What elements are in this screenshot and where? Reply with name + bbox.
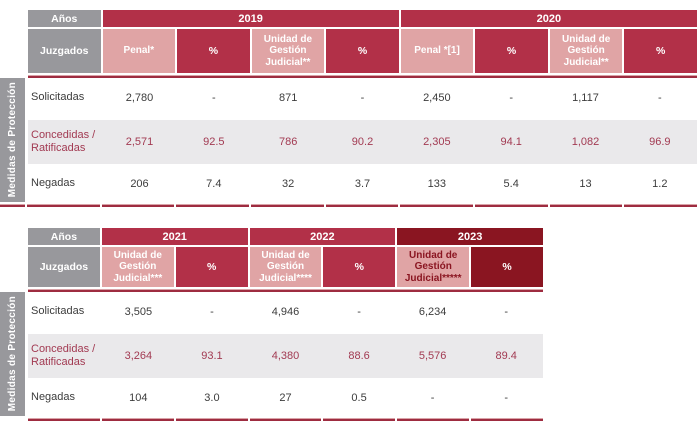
cell-value: - bbox=[657, 92, 662, 104]
cell-value: 0.5 bbox=[351, 392, 367, 404]
cell-value: 3,505 bbox=[124, 306, 153, 318]
col-header-ugj-2021: Unidad de Gestión Judicial*** bbox=[101, 247, 174, 287]
cell-value: 1,117 bbox=[572, 92, 599, 104]
cell-value: 6,234 bbox=[418, 306, 447, 318]
year-header-2023: 2023 bbox=[397, 228, 543, 245]
years-corner-cell: Años bbox=[28, 10, 101, 27]
cell-value: 7.4 bbox=[206, 178, 222, 190]
row-label: Concedidas / Ratificadas bbox=[31, 342, 96, 368]
years-corner-cell: Años bbox=[28, 228, 100, 245]
cell-value: 871 bbox=[278, 92, 298, 104]
medidas-de-proteccion-label: Medidas de Protección bbox=[7, 82, 18, 198]
year-header-2020: 2020 bbox=[400, 10, 697, 27]
table-row-solicitadas: Solicitadas 2,780 - 871 - 2,450 - 1,117 … bbox=[28, 78, 697, 118]
cell-value: 89.4 bbox=[495, 350, 517, 362]
juzgados-corner-cell: Juzgados bbox=[28, 29, 101, 73]
table-row-solicitadas: Solicitadas 3,505 - 4,946 - 6,234 - bbox=[28, 292, 543, 332]
table-row-negadas: Negadas 104 3.0 27 0.5 - - bbox=[28, 380, 543, 416]
cell-value: 4,946 bbox=[271, 306, 300, 318]
cell-value: 90.2 bbox=[351, 136, 374, 148]
col-header-pct-penal-2019: % bbox=[177, 29, 250, 73]
year-header-2022: 2022 bbox=[249, 228, 396, 245]
cell-value: 27 bbox=[279, 392, 292, 404]
table-area: Años 2021 2022 2023 Juzgados Unidad de G… bbox=[28, 228, 543, 416]
cell-value: - bbox=[210, 306, 214, 318]
cell-value: 32 bbox=[282, 178, 295, 190]
col-header-penal-2019: Penal* bbox=[102, 29, 176, 73]
cell-value: 2,571 bbox=[125, 136, 154, 148]
col-header-ugj-2023: Unidad de Gestión Judicial***** bbox=[397, 247, 470, 287]
cell-value: - bbox=[357, 306, 361, 318]
table-bottom-rule bbox=[0, 204, 697, 207]
year-header-2019: 2019 bbox=[102, 10, 399, 27]
col-header-pct-ugj-2019: % bbox=[326, 29, 399, 73]
col-header-ugj-2019: Unidad de Gestión Judicial** bbox=[251, 29, 325, 73]
col-header-pct-2023: % bbox=[471, 247, 543, 287]
cell-value: 3,264 bbox=[124, 350, 153, 362]
juzgados-corner-cell: Juzgados bbox=[28, 247, 100, 287]
row-label: Negadas bbox=[31, 391, 76, 404]
cell-value: 2,305 bbox=[423, 136, 451, 148]
cell-value: 1.2 bbox=[652, 178, 668, 190]
cell-value: 2,450 bbox=[423, 92, 451, 104]
cell-value: - bbox=[430, 392, 435, 404]
cell-value: 13 bbox=[579, 178, 592, 190]
cell-value: 88.6 bbox=[348, 350, 370, 362]
col-header-ugj-2022: Unidad de Gestión Judicial**** bbox=[249, 247, 322, 287]
col-header-pct-2021: % bbox=[175, 247, 248, 287]
cell-value: 3.7 bbox=[354, 178, 371, 190]
table-header: Años 2021 2022 2023 Juzgados Unidad de G… bbox=[28, 228, 543, 287]
cell-value: 1,082 bbox=[571, 136, 600, 148]
cell-value: 96.9 bbox=[649, 136, 671, 148]
cell-value: - bbox=[504, 306, 509, 318]
header-divider-rule bbox=[28, 75, 697, 78]
cell-value: 94.1 bbox=[500, 136, 522, 148]
cell-value: 2,780 bbox=[125, 92, 154, 104]
cell-value: - bbox=[360, 92, 365, 104]
col-header-ugj-2020: Unidad de Gestión Judicial** bbox=[549, 29, 623, 73]
table-header: Años 2019 2020 Juzgados Penal* % Unidad … bbox=[28, 10, 697, 73]
cell-value: 104 bbox=[129, 392, 148, 404]
cell-value: 4,380 bbox=[271, 350, 300, 362]
row-label: Solicitadas bbox=[31, 305, 85, 318]
cell-value: 206 bbox=[130, 178, 149, 190]
col-header-pct-ugj-2020: % bbox=[624, 29, 697, 73]
cell-value: - bbox=[509, 92, 513, 104]
row-group-label: Medidas de Protección bbox=[0, 78, 25, 202]
cell-value: 5.4 bbox=[503, 178, 519, 190]
medidas-de-proteccion-label: Medidas de Protección bbox=[7, 296, 18, 412]
cell-value: 93.1 bbox=[201, 350, 223, 362]
cell-value: 5,576 bbox=[418, 350, 447, 362]
table-row-concedidas: Concedidas / Ratificadas 2,571 92.5 786 … bbox=[28, 120, 697, 164]
row-label: Concedidas / Ratificadas bbox=[31, 128, 96, 154]
table-2019-2020: Medidas de Protección Años 2019 2020 Juz… bbox=[0, 10, 697, 207]
table-area: Años 2019 2020 Juzgados Penal* % Unidad … bbox=[28, 10, 697, 202]
table-2021-2023: Medidas de Protección Años 2021 2022 202… bbox=[0, 228, 697, 421]
col-header-penal-2020: Penal *[1] bbox=[400, 29, 474, 73]
col-header-pct-penal-2020: % bbox=[475, 29, 548, 73]
col-header-pct-2022: % bbox=[323, 247, 396, 287]
year-header-2021: 2021 bbox=[101, 228, 248, 245]
table-row-concedidas: Concedidas / Ratificadas 3,264 93.1 4,38… bbox=[28, 334, 543, 378]
cell-value: 133 bbox=[427, 178, 446, 190]
cell-value: 92.5 bbox=[203, 136, 225, 148]
header-divider-rule bbox=[28, 289, 543, 292]
cell-value: 786 bbox=[278, 136, 298, 148]
row-label: Solicitadas bbox=[31, 91, 85, 104]
cell-value: 3.0 bbox=[204, 392, 220, 404]
cell-value: - bbox=[211, 92, 216, 104]
row-group-label: Medidas de Protección bbox=[0, 292, 25, 416]
table-bottom-rule bbox=[28, 418, 543, 421]
row-label: Negadas bbox=[31, 177, 76, 190]
table-row-negadas: Negadas 206 7.4 32 3.7 133 5.4 13 1.2 bbox=[28, 166, 697, 202]
cell-value: - bbox=[504, 392, 509, 404]
